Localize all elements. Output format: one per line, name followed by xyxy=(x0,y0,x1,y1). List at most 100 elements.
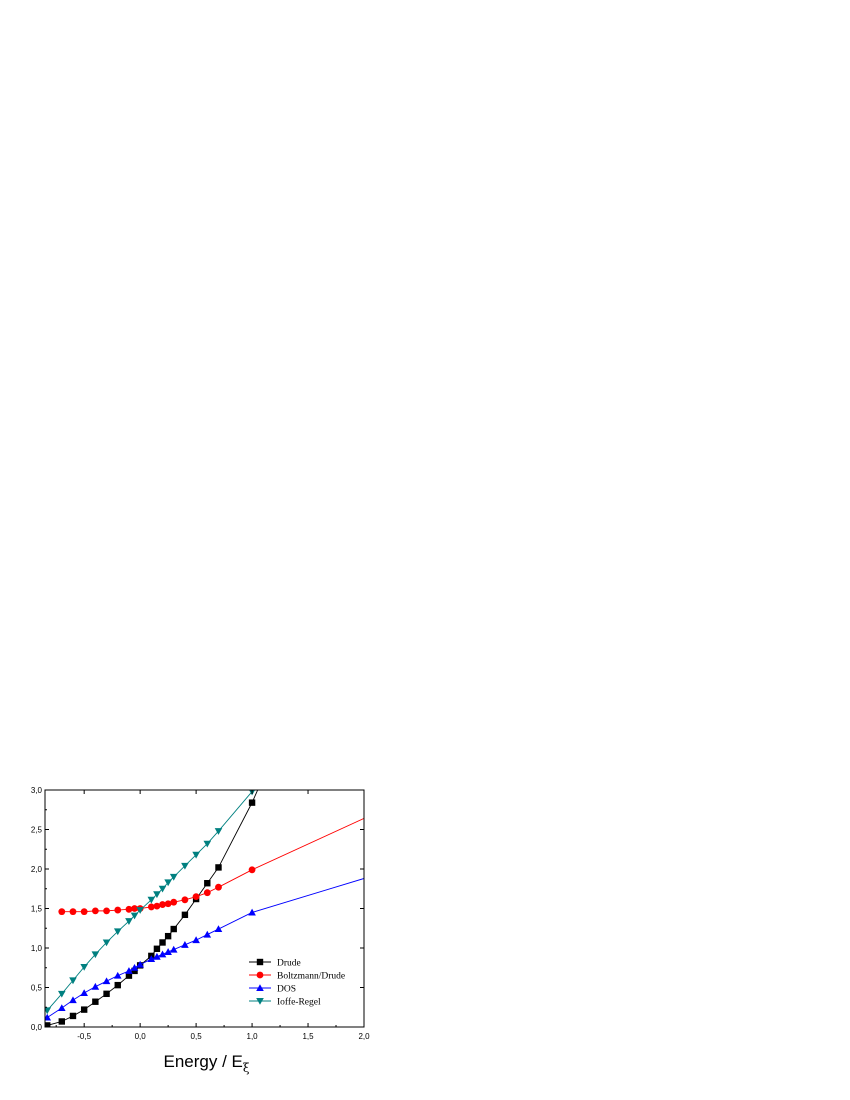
data-point-drude xyxy=(80,1006,88,1013)
data-point-dos xyxy=(147,955,156,963)
data-point-boltzmann-drude xyxy=(114,906,122,914)
data-point-boltzmann-drude xyxy=(131,905,138,912)
data-point-ioffe-regel xyxy=(113,928,122,936)
data-point-drude xyxy=(114,981,121,989)
data-point-drude xyxy=(103,990,110,998)
data-point-dos xyxy=(69,996,77,1004)
data-point-ioffe-regel xyxy=(164,879,172,887)
data-point-boltzmann-drude xyxy=(170,898,178,906)
data-point-dos xyxy=(181,941,189,948)
data-point-dos xyxy=(136,960,144,968)
data-point-dos xyxy=(164,948,172,955)
data-point-boltzmann-drude xyxy=(181,896,189,904)
data-point-drude xyxy=(125,972,133,979)
data-point-dos xyxy=(113,971,122,979)
x-tick-label: 1,0 xyxy=(247,1032,259,1041)
data-point-boltzmann-drude xyxy=(125,905,133,913)
legend-item-boltzmann-drude: Boltzmann/Drude xyxy=(249,972,345,982)
data-point-boltzmann-drude xyxy=(203,889,211,897)
data-point-ioffe-regel xyxy=(169,873,178,881)
data-point-ioffe-regel xyxy=(91,951,100,959)
y-tick-label: 0,0 xyxy=(31,1023,43,1032)
y-tick-label: 3,0 xyxy=(31,786,43,795)
data-point-ioffe-regel xyxy=(147,896,156,904)
data-point-boltzmann-drude xyxy=(153,902,161,910)
data-point-dos xyxy=(91,982,100,990)
data-point-ioffe-regel xyxy=(45,1007,52,1015)
series-line-boltzmann-drude xyxy=(61,818,364,913)
data-point-boltzmann-drude xyxy=(159,901,166,908)
legend-item-dos: DOS xyxy=(249,984,296,995)
data-point-dos xyxy=(125,967,133,974)
y-tick-label: 1,0 xyxy=(31,944,43,953)
data-point-drude xyxy=(204,880,211,887)
data-point-drude xyxy=(215,864,222,871)
data-point-drude xyxy=(164,932,172,940)
data-point-drude xyxy=(92,998,99,1005)
y-tick-label: 2,0 xyxy=(31,865,43,874)
data-point-boltzmann-drude xyxy=(80,908,88,916)
data-point-drude xyxy=(159,939,166,946)
data-point-dos xyxy=(214,925,223,933)
x-axis-title: Energy / Eξ xyxy=(164,1052,250,1075)
legend-item-drude: Drude xyxy=(249,959,301,969)
legend-marker xyxy=(256,958,264,966)
legend-marker xyxy=(256,984,264,991)
data-point-drude xyxy=(131,967,138,975)
data-point-ioffe-regel xyxy=(125,918,133,925)
data-point-drude xyxy=(181,911,189,919)
data-point-ioffe-regel xyxy=(57,990,66,998)
legend-label: Boltzmann/Drude xyxy=(277,972,345,982)
series-dos xyxy=(45,878,364,1021)
data-point-dos xyxy=(169,945,178,953)
data-point-boltzmann-drude xyxy=(192,893,200,901)
data-point-boltzmann-drude xyxy=(58,908,66,916)
legend-item-ioffe-regel: Ioffe-Regel xyxy=(249,997,321,1008)
legend-label: DOS xyxy=(277,985,296,995)
data-point-drude xyxy=(170,925,177,933)
series-ioffe-regel xyxy=(45,790,256,1015)
y-tick-label: 0,5 xyxy=(31,984,43,993)
legend: Drude Boltzmann/Drude DOS Ioffe-Regel xyxy=(249,959,345,1008)
data-point-ioffe-regel xyxy=(192,851,200,859)
data-point-ioffe-regel xyxy=(80,963,88,971)
data-point-ioffe-regel xyxy=(102,939,111,947)
data-point-drude xyxy=(248,799,256,806)
data-point-dos xyxy=(192,936,200,944)
data-point-boltzmann-drude xyxy=(147,903,155,911)
x-tick-label: 0,0 xyxy=(135,1032,147,1041)
series-boltzmann-drude xyxy=(58,818,364,916)
data-point-drude xyxy=(58,1018,65,1025)
data-point-ioffe-regel xyxy=(69,977,77,985)
data-point-boltzmann-drude xyxy=(69,908,77,916)
data-point-ioffe-regel xyxy=(158,885,167,893)
data-point-boltzmann-drude xyxy=(91,907,99,915)
data-point-drude xyxy=(153,945,161,952)
data-point-dos xyxy=(203,930,212,938)
data-point-ioffe-regel xyxy=(136,907,144,914)
axis-ticks: -0,5 0,0 0,5 1,0 1,5 2,0 0,0 0,5 1,0 1,5 2,0 2,5 3,0 xyxy=(31,786,370,1041)
y-tick-label: 1,5 xyxy=(31,905,43,914)
x-axis-title-subscript: ξ xyxy=(243,1061,250,1075)
data-point-boltzmann-drude xyxy=(215,883,222,891)
data-point-dos xyxy=(153,952,161,960)
data-point-dos xyxy=(248,908,256,916)
data-point-drude xyxy=(45,1022,51,1027)
data-point-boltzmann-drude xyxy=(103,907,110,915)
legend-label: Ioffe-Regel xyxy=(277,997,321,1008)
y-tick-label: 2,5 xyxy=(31,826,43,835)
data-point-ioffe-regel xyxy=(153,891,161,899)
x-tick-label: -0,5 xyxy=(77,1032,91,1041)
data-point-ioffe-regel xyxy=(181,862,189,870)
data-point-ioffe-regel xyxy=(203,840,212,848)
legend-label: Drude xyxy=(277,959,301,969)
data-point-dos xyxy=(57,1004,66,1012)
data-point-dos xyxy=(102,977,111,985)
data-point-dos xyxy=(80,989,88,997)
data-point-dos xyxy=(45,1013,52,1021)
data-point-dos xyxy=(158,950,167,958)
data-point-boltzmann-drude xyxy=(248,866,256,874)
x-tick-label: 0,5 xyxy=(191,1032,203,1041)
x-tick-label: 2,0 xyxy=(358,1032,370,1041)
x-axis-title-main: Energy / E xyxy=(164,1052,243,1071)
